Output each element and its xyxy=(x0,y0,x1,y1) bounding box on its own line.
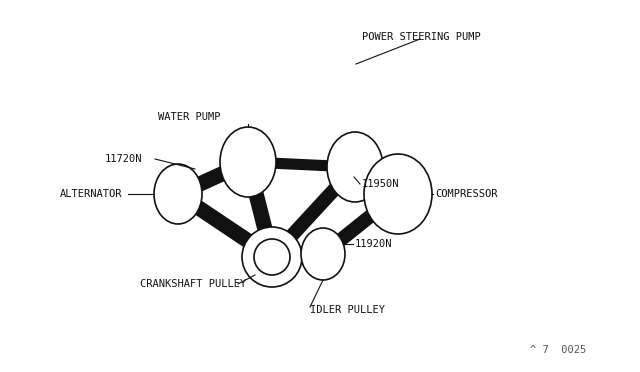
Ellipse shape xyxy=(327,132,383,202)
Text: ALTERNATOR: ALTERNATOR xyxy=(60,189,122,199)
Text: WATER PUMP: WATER PUMP xyxy=(157,112,220,122)
Text: 11920N: 11920N xyxy=(355,239,392,249)
Ellipse shape xyxy=(364,154,432,234)
Ellipse shape xyxy=(154,164,202,224)
Text: ^ 7  0025: ^ 7 0025 xyxy=(530,345,586,355)
Ellipse shape xyxy=(301,228,345,280)
Text: CRANKSHAFT PULLEY: CRANKSHAFT PULLEY xyxy=(140,279,246,289)
Text: POWER STEERING PUMP: POWER STEERING PUMP xyxy=(362,32,481,42)
Text: COMPRESSOR: COMPRESSOR xyxy=(435,189,497,199)
Text: 11950N: 11950N xyxy=(362,179,399,189)
Text: 11720N: 11720N xyxy=(105,154,143,164)
Ellipse shape xyxy=(254,239,290,275)
Ellipse shape xyxy=(220,127,276,197)
Ellipse shape xyxy=(242,227,302,287)
Text: IDLER PULLEY: IDLER PULLEY xyxy=(310,305,385,315)
